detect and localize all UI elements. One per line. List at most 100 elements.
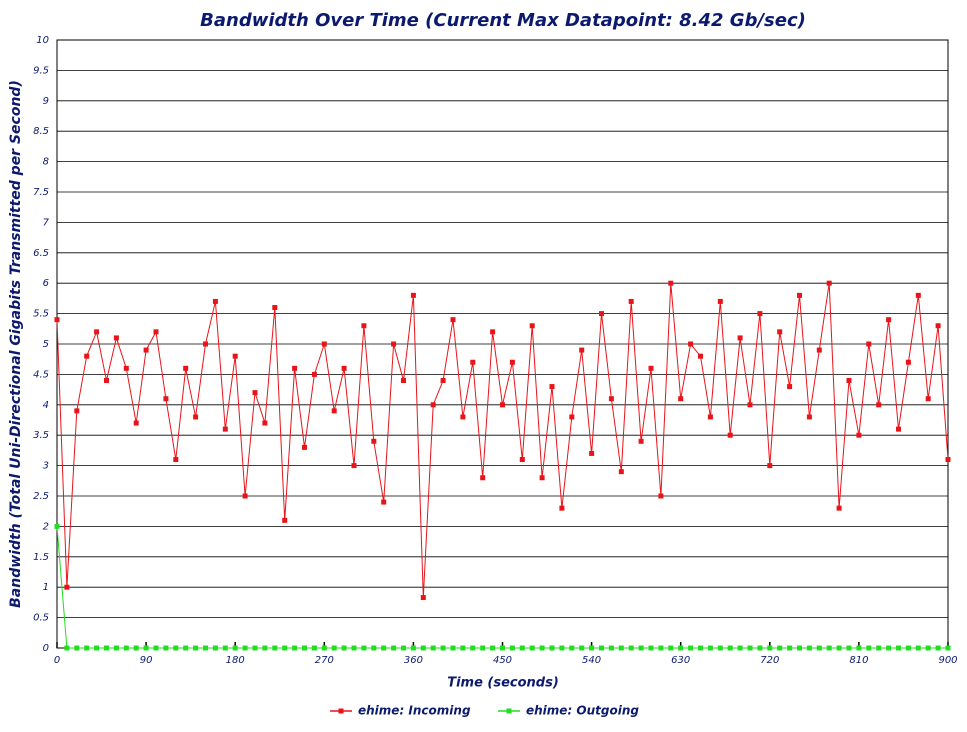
data-point [915,645,921,651]
data-point [84,353,90,359]
data-point [589,645,595,651]
data-point [480,475,486,481]
data-point [212,645,218,651]
data-point [876,645,882,651]
chart-title: Bandwidth Over Time (Current Max Datapoi… [200,10,806,31]
x-tick-label: 630 [671,655,690,666]
data-point [371,438,377,444]
data-point [143,645,149,651]
data-point [777,645,783,651]
data-point [539,645,545,651]
series [54,523,951,651]
y-tick-label: 6.5 [33,248,49,259]
data-point [133,420,139,426]
data-point [193,414,199,420]
data-point [896,426,901,432]
legend-label: ehime: Outgoing [526,704,639,718]
data-point [470,645,476,651]
data-point [113,645,119,651]
data-point [915,292,921,298]
data-point [668,280,674,286]
y-tick-label: 4 [43,400,49,411]
data-point [331,645,337,651]
data-point [163,396,169,402]
data-point [470,359,476,365]
data-point [618,469,624,475]
data-point [341,645,347,651]
data-point [232,353,238,359]
y-tick-label: 7.5 [33,187,49,198]
data-point [272,305,278,311]
data-point [608,645,614,651]
data-point [886,645,892,651]
y-tick-label: 1.5 [33,552,49,563]
data-point [648,645,654,651]
y-tick-label: 4.5 [33,369,49,380]
data-point [806,645,812,651]
data-point [767,645,773,651]
data-point [886,317,892,323]
data-point [816,347,822,353]
data-point [836,645,842,651]
data-point [430,645,436,651]
data-point [717,298,723,304]
data-point [698,353,703,359]
data-point [123,365,129,371]
data-point [64,584,70,590]
data-point [549,384,555,390]
data-point [232,645,238,651]
data-point [311,645,317,651]
data-point [658,493,664,499]
data-point [361,645,367,651]
data-point [252,390,258,396]
data-point [212,298,218,304]
data-point [460,414,466,420]
data-point [450,645,456,651]
data-point [787,384,793,390]
data-point [787,645,793,651]
data-point [519,645,525,651]
data-point [559,505,565,511]
data-point [866,645,872,651]
data-point [767,463,773,469]
data-point [480,645,486,651]
y-tick-label: 9.5 [33,65,49,76]
data-point [826,280,832,286]
data-point [94,329,100,335]
data-point [876,402,882,408]
data-point [658,645,664,651]
data-point [351,645,357,651]
y-tick-label: 5 [43,339,49,350]
data-point [302,444,307,450]
x-tick-label: 450 [493,655,512,666]
data-point [292,645,298,651]
data-point [54,523,60,529]
y-tick-label: 0.5 [33,613,49,624]
data-point [222,645,228,651]
y-tick-label: 3.5 [33,430,49,441]
data-point [440,645,446,651]
data-point [84,645,90,651]
data-point [500,645,505,651]
data-point [905,359,911,365]
data-point [569,645,575,651]
y-tick-label: 0 [43,643,49,654]
data-point [391,341,397,347]
data-point [113,335,119,341]
data-point [737,335,743,341]
data-point [410,645,416,651]
data-point [935,645,941,651]
data-point [371,645,377,651]
data-point [272,645,278,651]
data-point [420,595,426,601]
data-point [54,317,60,323]
y-tick-label: 8.5 [33,126,49,137]
data-point [925,645,931,651]
data-point [64,645,70,651]
data-point [698,645,703,651]
data-point [450,317,456,323]
x-tick-label: 810 [849,655,868,666]
data-point [153,645,159,651]
data-point [688,645,694,651]
data-point [420,645,426,651]
